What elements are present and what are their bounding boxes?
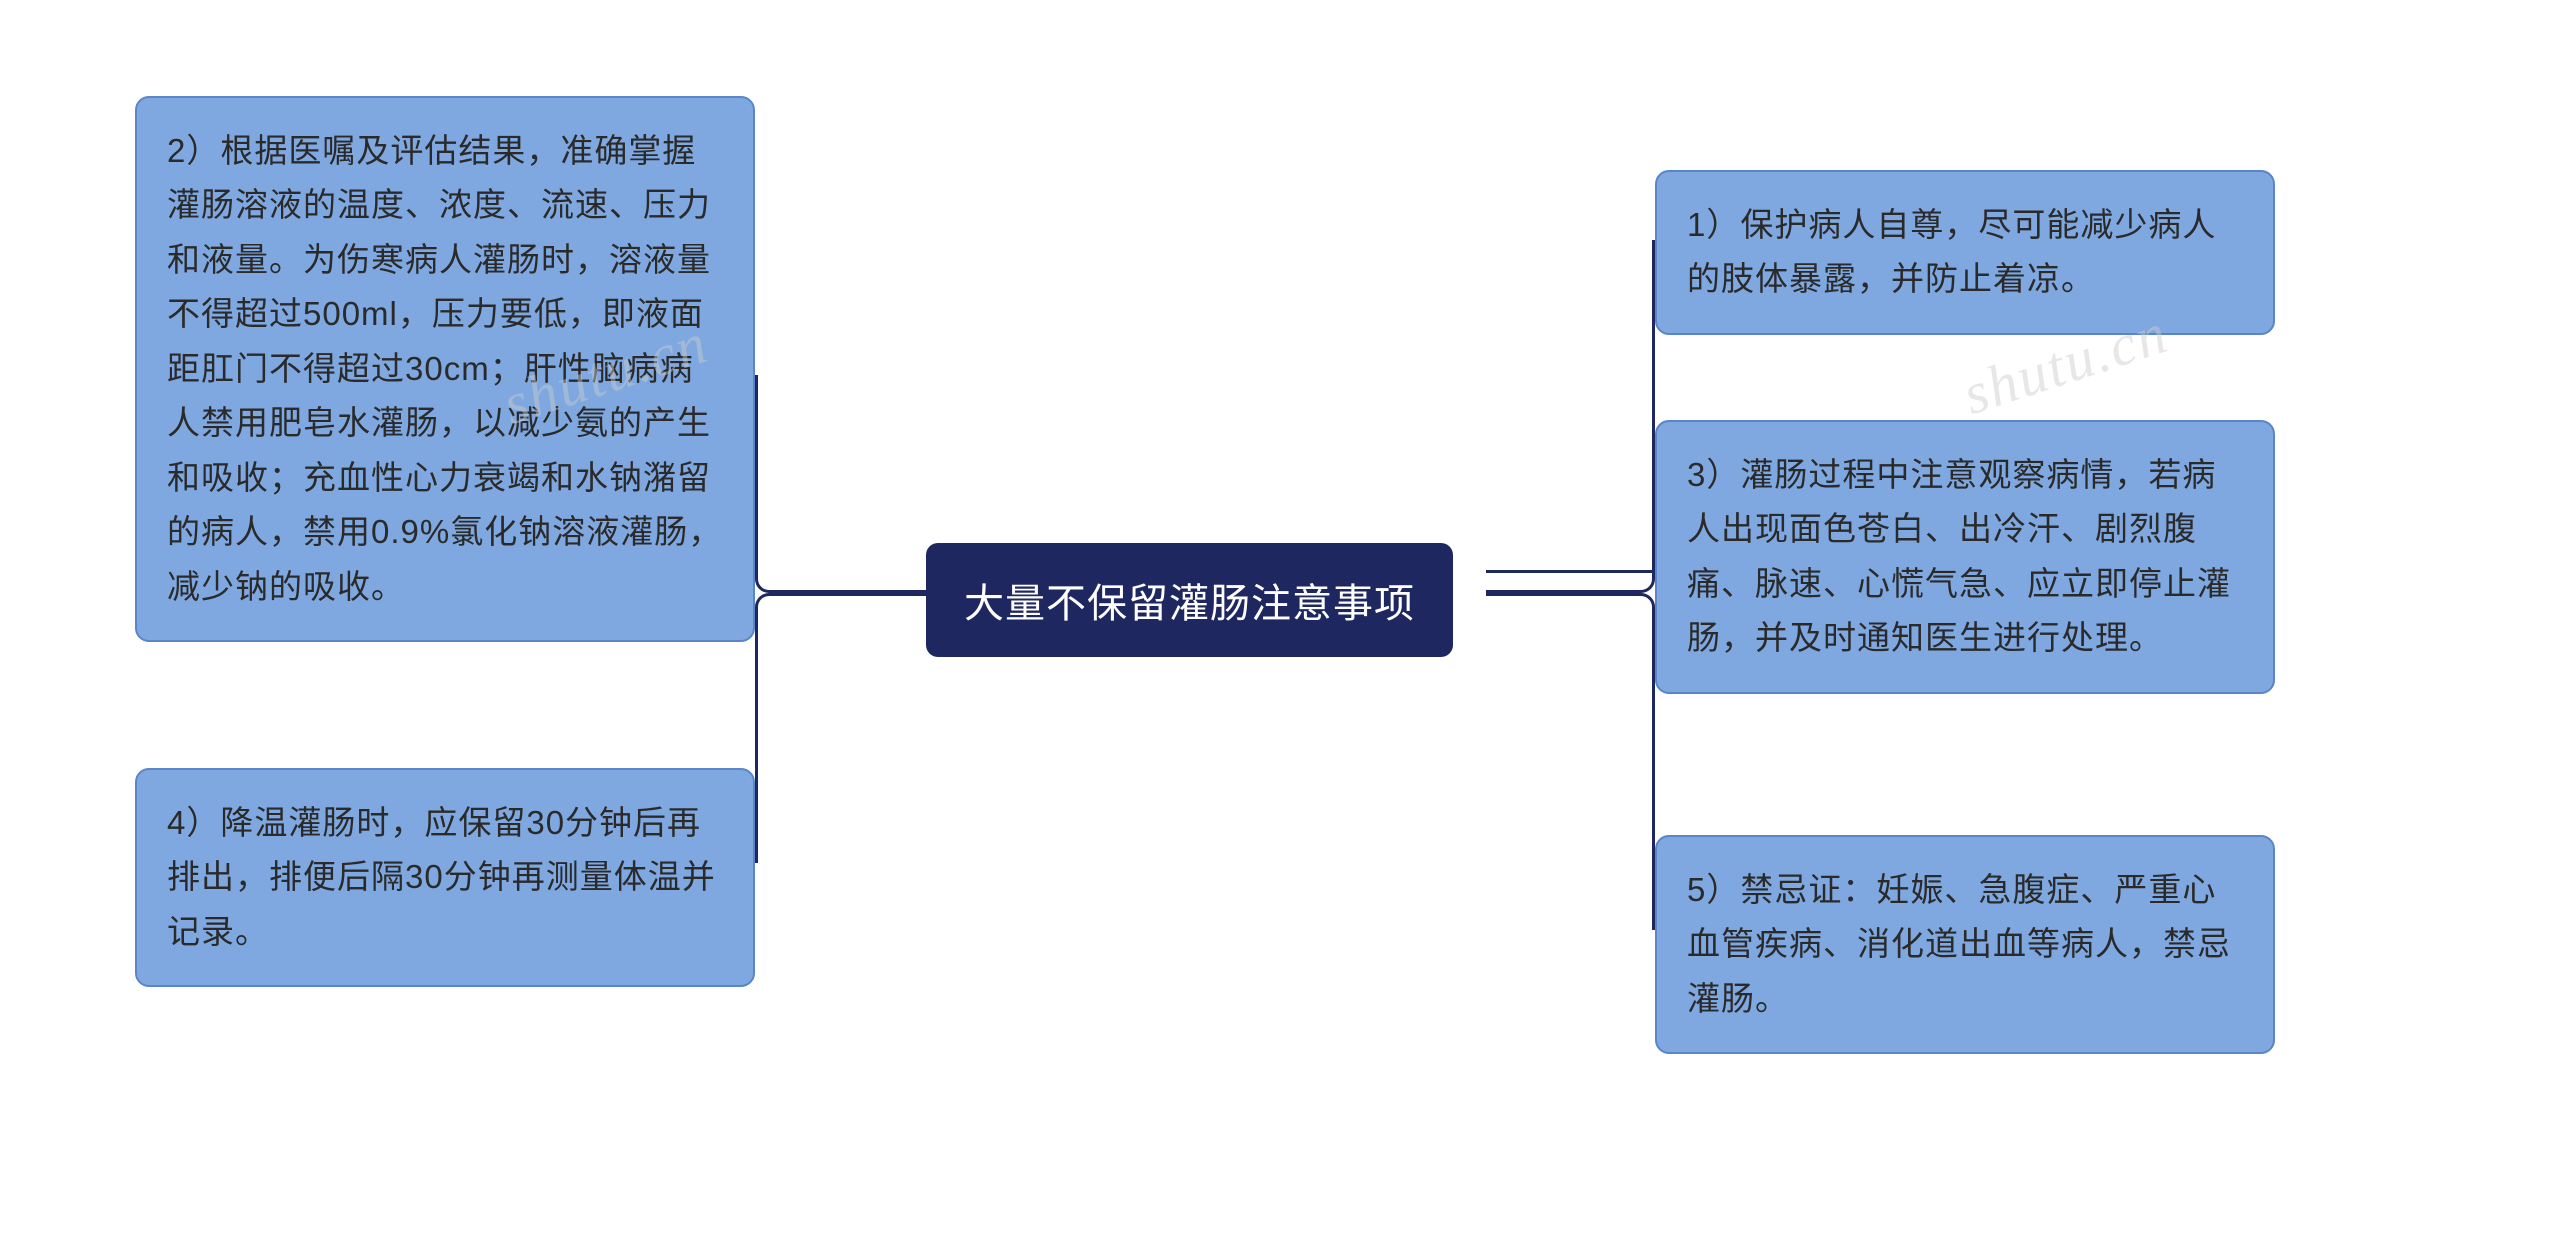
branch-node-5: 5）禁忌证：妊娠、急腹症、严重心血管疾病、消化道出血等病人，禁忌灌肠。 — [1655, 835, 2275, 1054]
connector-left-bottom — [755, 593, 926, 863]
branch-text: 1）保护病人自尊，尽可能减少病人的肢体暴露，并防止着凉。 — [1687, 206, 2216, 297]
connector-right-middle — [1486, 567, 1655, 573]
branch-text: 2）根据医嘱及评估结果，准确掌握灌肠溶液的温度、浓度、流速、压力和液量。为伤寒病… — [167, 132, 722, 605]
branch-text: 3）灌肠过程中注意观察病情，若病人出现面色苍白、出冷汗、剧烈腹痛、脉速、心慌气急… — [1687, 456, 2231, 656]
branch-node-1: 1）保护病人自尊，尽可能减少病人的肢体暴露，并防止着凉。 — [1655, 170, 2275, 335]
branch-node-4: 4）降温灌肠时，应保留30分钟后再排出，排便后隔30分钟再测量体温并记录。 — [135, 768, 755, 987]
branch-node-3: 3）灌肠过程中注意观察病情，若病人出现面色苍白、出冷汗、剧烈腹痛、脉速、心慌气急… — [1655, 420, 2275, 694]
connector-left-top — [755, 375, 926, 593]
branch-node-2: 2）根据医嘱及评估结果，准确掌握灌肠溶液的温度、浓度、流速、压力和液量。为伤寒病… — [135, 96, 755, 642]
connector-right-top — [1486, 240, 1655, 593]
branch-text: 4）降温灌肠时，应保留30分钟后再排出，排便后隔30分钟再测量体温并记录。 — [167, 804, 716, 950]
mindmap-container: 大量不保留灌肠注意事项 2）根据医嘱及评估结果，准确掌握灌肠溶液的温度、浓度、流… — [0, 0, 2560, 1237]
center-node: 大量不保留灌肠注意事项 — [926, 543, 1453, 657]
connector-right-bottom — [1486, 593, 1655, 930]
branch-text: 5）禁忌证：妊娠、急腹症、严重心血管疾病、消化道出血等病人，禁忌灌肠。 — [1687, 871, 2231, 1017]
center-node-text: 大量不保留灌肠注意事项 — [964, 582, 1415, 626]
